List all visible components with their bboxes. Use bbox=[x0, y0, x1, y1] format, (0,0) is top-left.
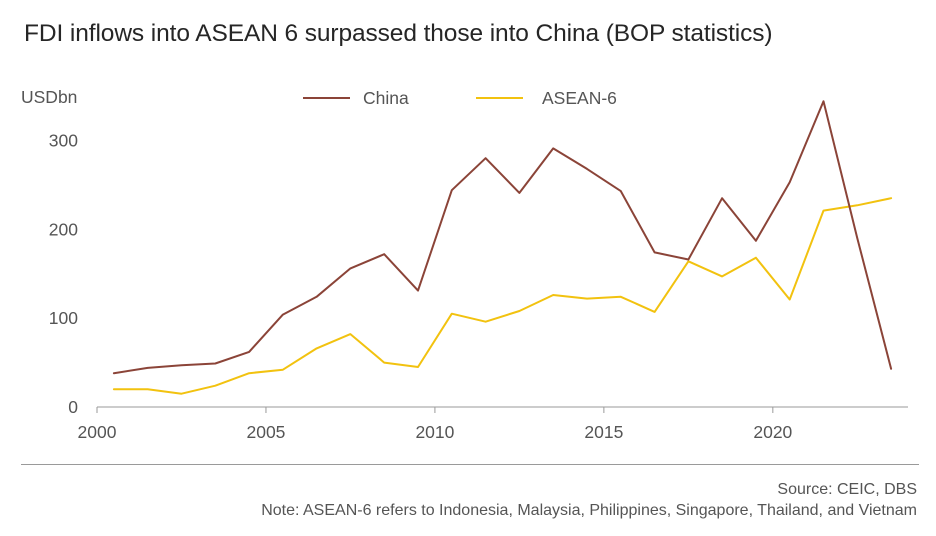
y-tick-label: 0 bbox=[68, 397, 78, 417]
series-line-china bbox=[112, 100, 893, 375]
y-tick-label: 100 bbox=[49, 308, 78, 328]
y-axis-label: USDbn bbox=[21, 87, 77, 107]
x-tick-label: 2000 bbox=[78, 422, 117, 442]
series-line-asean-6 bbox=[112, 197, 893, 395]
x-tick-label: 2015 bbox=[584, 422, 623, 442]
y-tick-label: 300 bbox=[49, 130, 78, 150]
line-chart: 2000 2005 2010 2015 2020 0 100 200 300 China ASEA… bbox=[21, 87, 908, 442]
chart-title: FDI inflows into ASEAN 6 surpassed those… bbox=[24, 20, 773, 47]
source-text: Source: CEIC, DBS bbox=[777, 481, 917, 498]
x-tick-label: 2020 bbox=[753, 422, 792, 442]
note-text: Note: ASEAN-6 refers to Indonesia, Malay… bbox=[261, 502, 917, 519]
x-tick-label: 2010 bbox=[415, 422, 454, 442]
footer-divider bbox=[21, 464, 919, 465]
legend-label-asean-6: ASEAN-6 bbox=[542, 88, 617, 108]
y-tick-label: 200 bbox=[49, 219, 78, 239]
legend-label-china: China bbox=[363, 88, 409, 108]
x-tick-label: 2005 bbox=[246, 422, 285, 442]
